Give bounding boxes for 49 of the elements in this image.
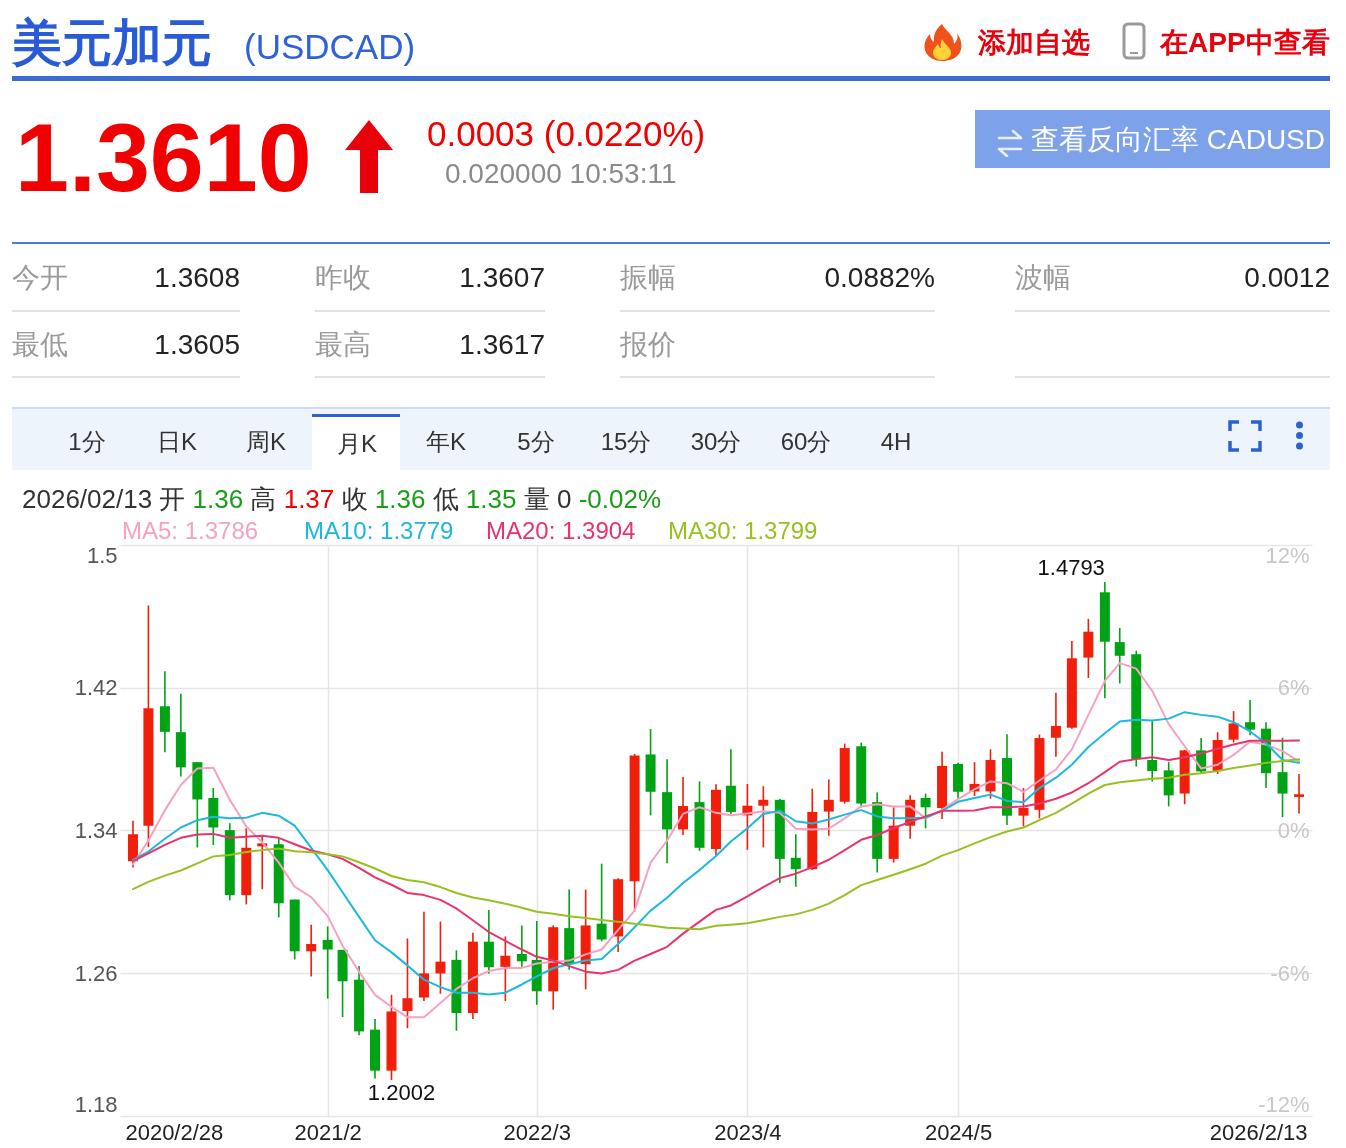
text: 60分 — [780, 428, 832, 455]
text: 0.0882% — [824, 262, 935, 293]
text: 1.3617 — [459, 329, 545, 360]
text: 1.3607 — [459, 262, 545, 293]
text: 今开 — [12, 262, 68, 293]
text: 15分 — [600, 428, 652, 455]
text: 2026/02/13 开 1.36 高 1.37 收 1.36 低 1.35 量 0 -0.02% — [22, 484, 662, 514]
text: 月K — [336, 430, 378, 457]
text: MA30: 1.3799 — [668, 517, 818, 544]
text: 最高 — [315, 329, 371, 360]
y-tick-label: 1.5 — [86, 542, 118, 568]
text: MA20: 1.3904 — [486, 517, 636, 544]
y-tick-label: 1.34 — [74, 818, 118, 843]
text: MA10: 1.3779 — [304, 517, 454, 544]
text: 0.0003 (0.0220%) — [427, 113, 706, 153]
text: 添加自选 — [978, 27, 1090, 58]
annotation: 1.4793 — [1037, 554, 1105, 580]
text: 在APP中查看 — [1160, 27, 1330, 58]
text: 5分 — [517, 428, 555, 455]
chart-subtitle: (USDCAD) — [244, 26, 416, 66]
text: MA5: 1.3786 — [122, 517, 259, 544]
annotation: 1.2002 — [367, 1079, 436, 1105]
text: 报价 — [620, 329, 676, 360]
x-tick-label: 2021/2 — [294, 1119, 362, 1145]
text: 年K — [425, 428, 467, 455]
y-tick-label: 1.42 — [74, 675, 118, 701]
text: 0.020000 10:53:11 — [445, 158, 677, 189]
text: 30分 — [690, 428, 742, 455]
x-tick-label: 2026/2/13 — [1209, 1119, 1308, 1145]
x-tick-label: 2022/3 — [503, 1119, 571, 1145]
text: 波幅 — [1015, 262, 1071, 293]
x-tick-label: 2023/4 — [714, 1119, 782, 1145]
text: 最低 — [12, 329, 68, 360]
text: 1.3608 — [154, 262, 240, 293]
text: 0.0012 — [1244, 262, 1330, 293]
text: 查看反向汇率 CADUSD — [1031, 124, 1326, 155]
y-tick-label: 1.26 — [74, 960, 118, 986]
y-tick-label: 1.18 — [74, 1091, 118, 1117]
text: 日K — [156, 428, 198, 455]
text: 周K — [245, 428, 287, 455]
chart-title: 美元加元 — [12, 15, 212, 71]
x-tick-label: 2024/5 — [924, 1119, 993, 1145]
text: 振幅 — [620, 262, 676, 293]
x-tick-label: 2020/2/28 — [125, 1119, 224, 1145]
text: 昨收 — [315, 262, 371, 293]
text: 4H — [880, 428, 912, 455]
text: 1.3605 — [154, 329, 240, 360]
text: 1分 — [68, 428, 106, 455]
text: 1.3610 — [15, 102, 312, 212]
